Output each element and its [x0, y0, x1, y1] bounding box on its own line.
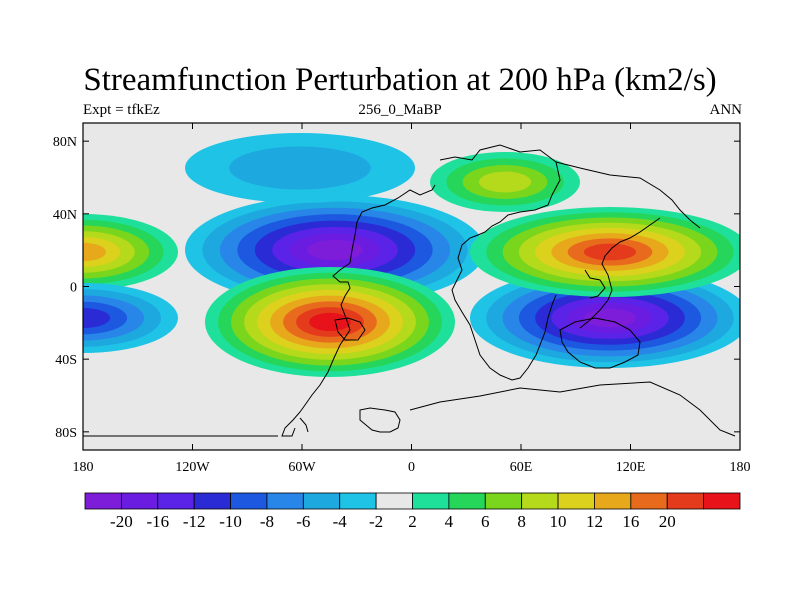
colorbar-label: -10 [219, 512, 242, 531]
y-tick-label: 40S [55, 353, 77, 368]
x-tick-label: 0 [408, 460, 415, 475]
case-label: 256_0_MaBP [358, 102, 442, 118]
colorbar-label: 8 [517, 512, 526, 531]
contour-fill-layer [83, 133, 740, 377]
x-tick-label: 60E [510, 460, 533, 475]
colorbar-label: 12 [586, 512, 603, 531]
colorbar-swatch [630, 492, 668, 510]
experiment-label: Expt = tfkEz [83, 102, 160, 118]
colorbar: -20 -16 -12 -10 -8 -6 -4 -2 2 4 6 8 10 12 16 20 [84, 492, 741, 531]
colorbar-swatch [84, 492, 122, 510]
colorbar-swatch [594, 492, 632, 510]
contour-band [478, 171, 532, 193]
x-tick-label: 60W [288, 460, 316, 475]
colorbar-label: 20 [659, 512, 676, 531]
colorbar-swatch [339, 492, 377, 510]
contour-band [307, 239, 363, 261]
colorbar-label: 4 [445, 512, 454, 531]
coastline-americas [281, 184, 436, 437]
colorbar-swatch [521, 492, 559, 510]
coastline-antarctica [83, 381, 736, 437]
colorbar-label: 16 [622, 512, 639, 531]
colorbar-swatch [266, 492, 304, 510]
colorbar-swatch [120, 492, 159, 510]
coastline-layer [83, 144, 736, 437]
colorbar-swatch [484, 492, 523, 510]
colorbar-label: 10 [550, 512, 567, 531]
colorbar-swatch [412, 492, 450, 510]
coastline-asia [555, 161, 701, 329]
colorbar-swatch [375, 492, 413, 510]
plot-title: Streamfunction Perturbation at 200 hPa (… [83, 62, 717, 98]
colorbar-label: -12 [183, 512, 206, 531]
colorbar-label: -4 [333, 512, 348, 531]
colorbar-label: 6 [481, 512, 490, 531]
colorbar-swatch [703, 492, 741, 510]
colorbar-label: -2 [369, 512, 383, 531]
colorbar-label: -6 [296, 512, 310, 531]
contour-band [229, 146, 371, 190]
x-tick-label: 180 [730, 460, 751, 475]
contour-band [83, 308, 111, 328]
colorbar-label: -16 [146, 512, 169, 531]
colorbar-swatch [448, 492, 486, 510]
colorbar-swatch [302, 492, 341, 510]
coastline-south-america-inner [334, 317, 366, 341]
y-tick-label: 0 [70, 281, 77, 296]
colorbar-swatch [157, 492, 195, 510]
contour-band [309, 312, 351, 332]
axis-layer: 180 120W 60W 0 60E 120E 180 80N 40N 0 40S 80S [53, 123, 751, 475]
colorbar-label: 2 [408, 512, 417, 531]
colorbar-swatch [193, 492, 231, 510]
contour-band [83, 242, 107, 262]
x-tick-label: 120E [616, 460, 646, 475]
y-tick-label: 80S [55, 426, 77, 441]
y-tick-label: 40N [53, 208, 77, 223]
colorbar-label: -20 [110, 512, 133, 531]
colorbar-swatch [666, 492, 705, 510]
coastline-australia [559, 317, 641, 369]
y-tick-label: 80N [53, 135, 77, 150]
season-label: ANN [709, 102, 743, 118]
x-tick-label: 180 [73, 460, 94, 475]
coastline-europe-africa [439, 144, 561, 381]
colorbar-swatch [230, 492, 268, 510]
colorbar-swatch [557, 492, 595, 510]
contour-band [583, 243, 637, 261]
colorbar-label: -8 [260, 512, 274, 531]
x-tick-label: 120W [175, 460, 210, 475]
